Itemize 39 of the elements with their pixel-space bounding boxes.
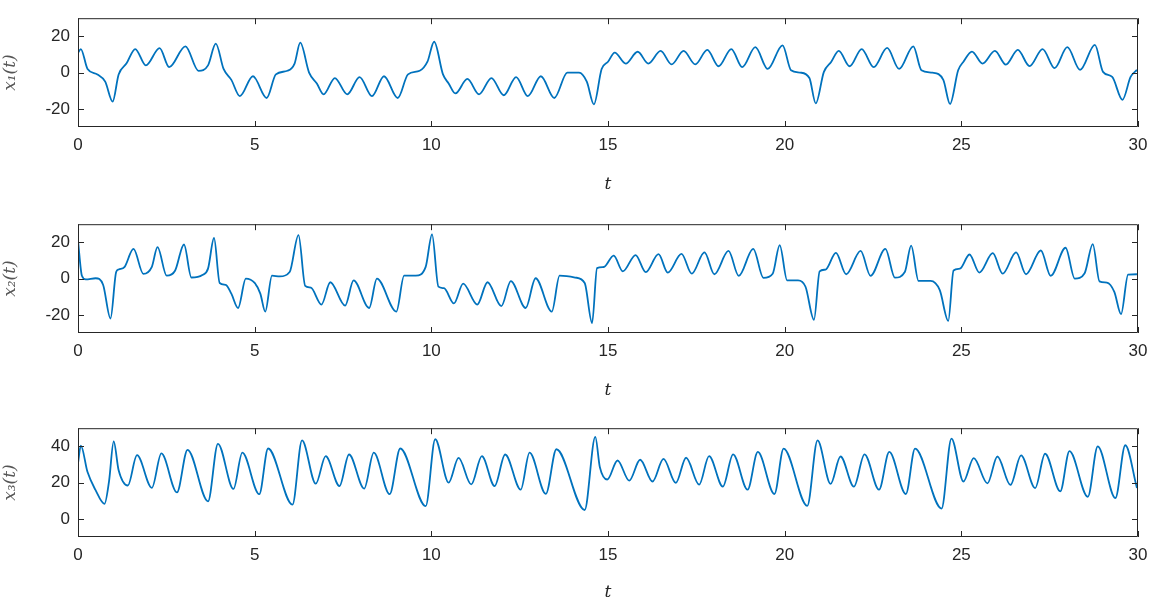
y-tick-label: 20 [51, 26, 70, 46]
y-tick-label: 40 [51, 436, 70, 456]
y-tick-label: 20 [51, 232, 70, 252]
line-series [78, 40, 1138, 106]
x-tick-label: 25 [951, 134, 971, 154]
y-tick-label: -20 [45, 304, 70, 324]
y-axis-title: x₁(t) [0, 54, 19, 91]
y-axis-title: x₂(t) [0, 260, 19, 297]
y-tick-label: 20 [51, 472, 70, 492]
x-tick-label: 30 [1128, 340, 1148, 360]
x-tick-label: 30 [1128, 134, 1148, 154]
x-tick-label: 25 [951, 544, 971, 564]
x-axis-title: t [604, 379, 612, 400]
x-tick-label: 0 [73, 544, 83, 564]
y-tick-label: -20 [45, 98, 70, 118]
x-tick-label: 25 [951, 340, 971, 360]
x-tick-label: 10 [421, 134, 441, 154]
y-axis-title: x₃(t) [0, 464, 19, 501]
x-tick-label: 15 [598, 340, 618, 360]
x-axis-title: t [604, 581, 612, 602]
x-tick-label: 0 [73, 134, 83, 154]
x-tick-label: 10 [421, 340, 441, 360]
x-tick-label: 5 [249, 340, 260, 360]
line-series [78, 436, 1138, 511]
line-series [78, 233, 1138, 324]
x-tick-label: 0 [73, 340, 83, 360]
y-tick-label: 0 [60, 268, 70, 288]
x-tick-label: 15 [598, 544, 618, 564]
x-tick-label: 10 [421, 544, 441, 564]
y-tick-label: 0 [60, 62, 70, 82]
x-tick-label: 20 [775, 544, 795, 564]
y-tick-label: 0 [60, 508, 70, 528]
x-tick-label: 15 [598, 134, 618, 154]
x-axis-title: t [604, 173, 612, 194]
x-tick-label: 5 [249, 544, 260, 564]
x-tick-label: 20 [775, 340, 795, 360]
x-tick-label: 5 [249, 134, 260, 154]
x-tick-label: 20 [775, 134, 795, 154]
x-tick-label: 30 [1128, 544, 1148, 564]
